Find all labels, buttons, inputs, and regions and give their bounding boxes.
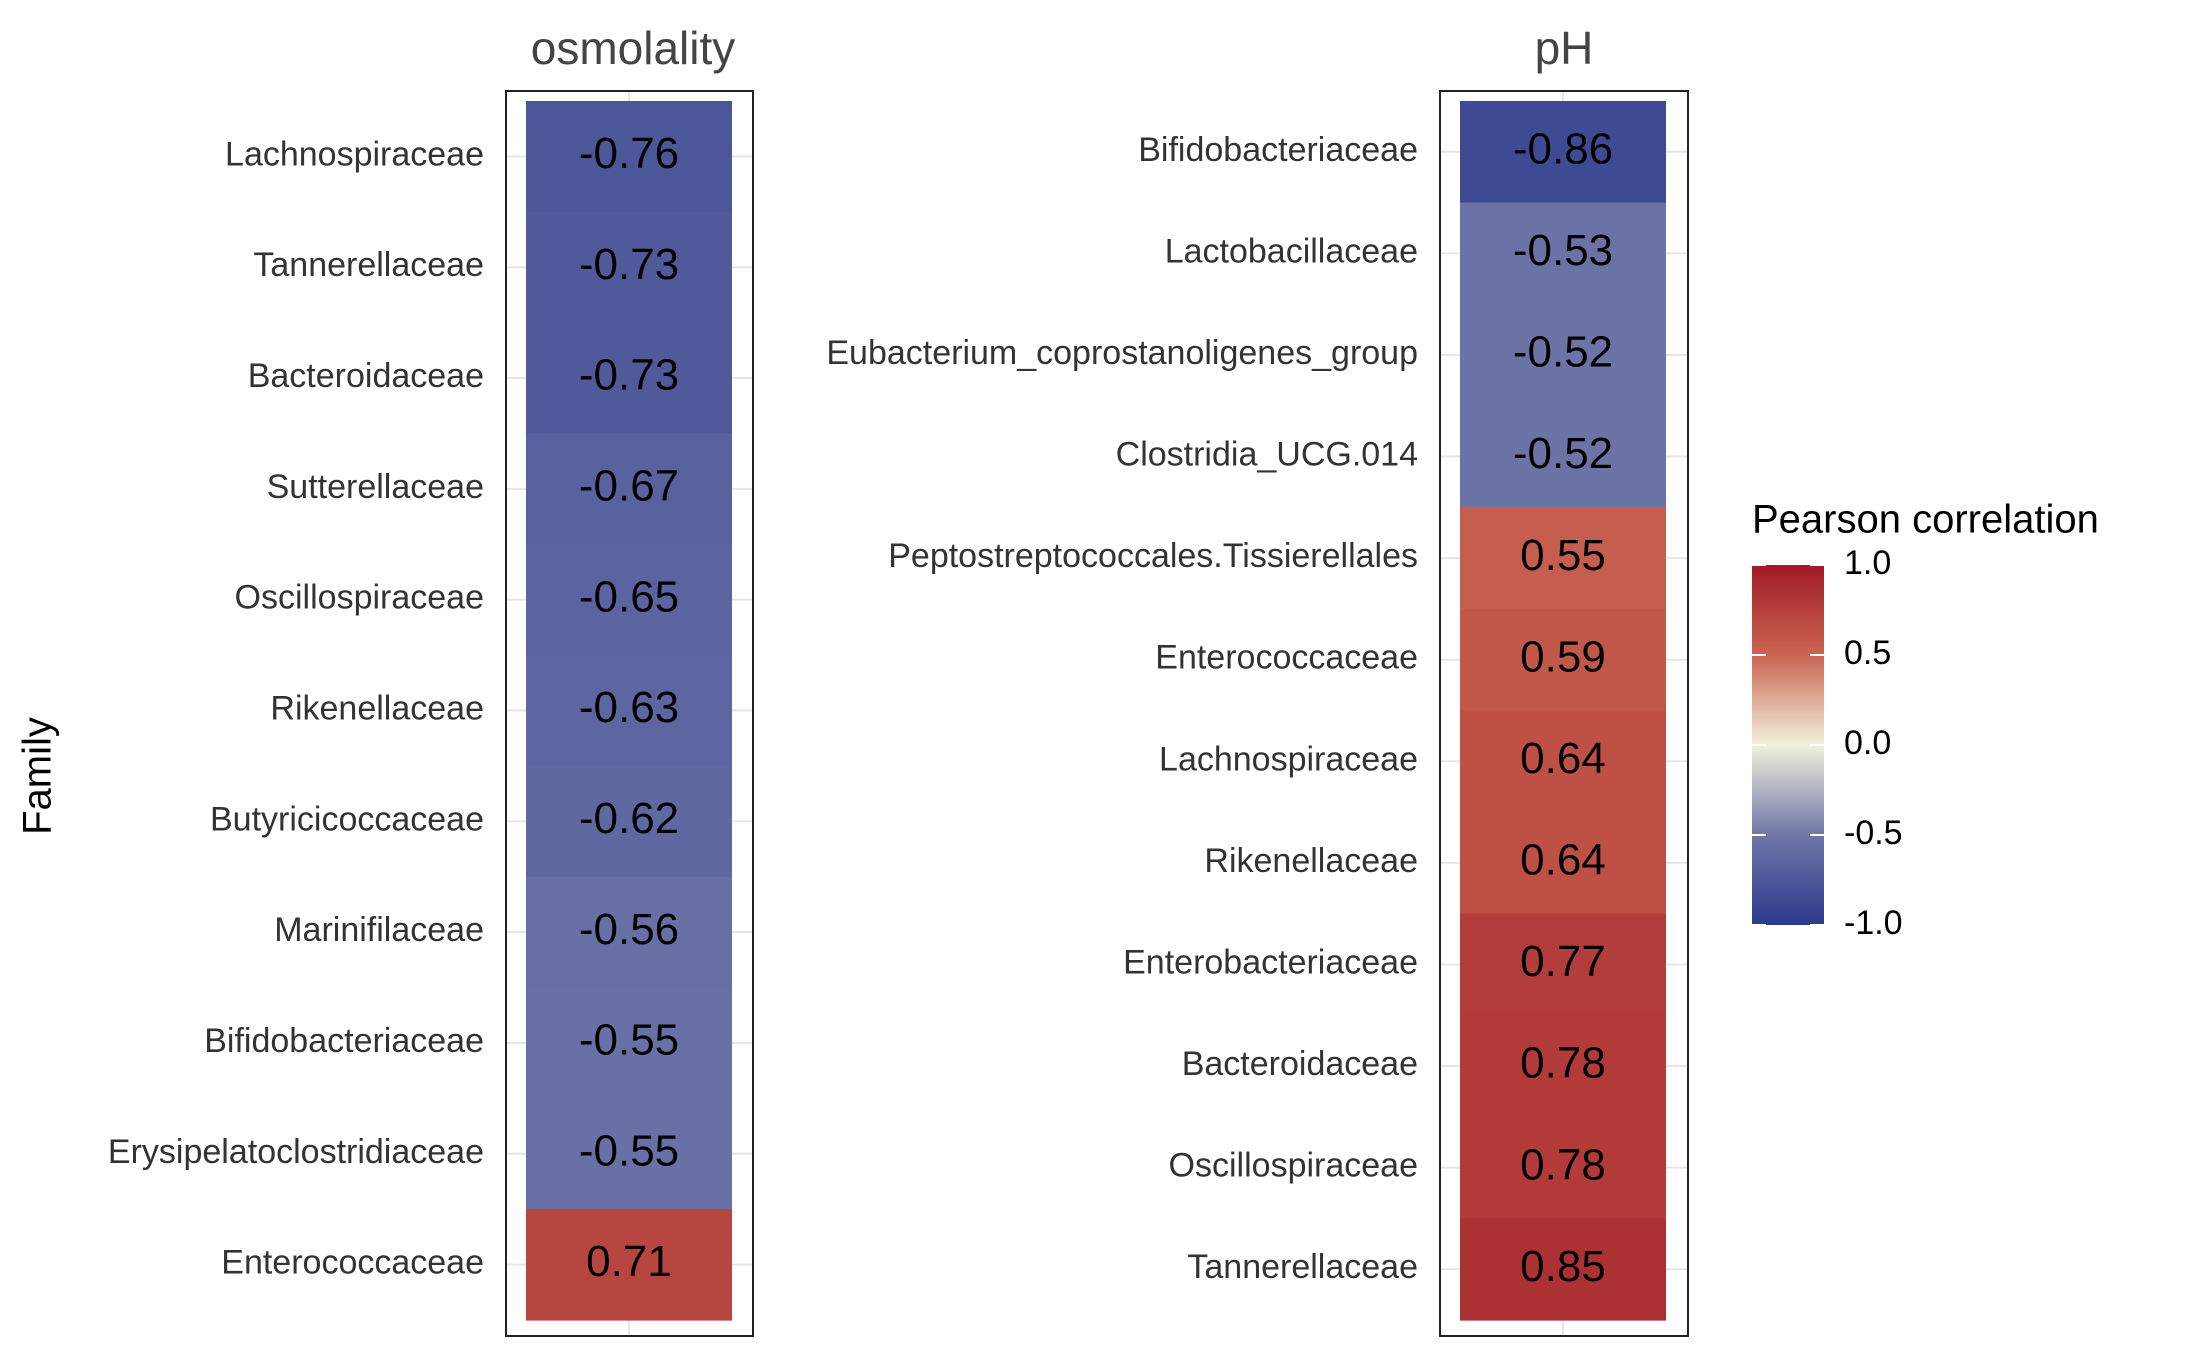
y-tick-label: Sutterellaceae: [267, 468, 484, 506]
y-tick-label: Enterococcaceae: [1155, 639, 1418, 677]
y-tick-label: Bacteroidaceae: [248, 357, 484, 395]
cell-value-label: -0.62: [579, 794, 679, 843]
legend-tick-label: 0.5: [1844, 634, 1891, 672]
y-tick-label: Rikenellaceae: [270, 689, 484, 727]
cell-value-label: 0.78: [1520, 1039, 1606, 1088]
heatmap-cell: [1460, 608, 1666, 712]
cell-value-label: -0.67: [579, 461, 679, 510]
y-tick-label: Peptostreptococcales.Tissierellales: [888, 537, 1418, 575]
y-tick-label: Oscillospiraceae: [235, 579, 484, 617]
y-tick-label: Enterobacteriaceae: [1123, 943, 1418, 981]
heatmap-cell: [526, 1209, 732, 1321]
heatmap-cell: [1460, 304, 1666, 407]
y-tick-label: Oscillospiraceae: [1169, 1147, 1418, 1185]
heatmap-cell: [526, 101, 732, 213]
panel-osmolality: osmolality Lachnospiraceae Tannerellaceae…: [108, 22, 754, 1337]
cell-value-label: -0.65: [579, 572, 679, 621]
heatmap-cell: [1460, 710, 1666, 813]
cell-value-label: 0.59: [1520, 632, 1606, 681]
heatmap-cell: [1460, 812, 1666, 915]
panel-ph: pH Bifidobacteriaceae Lactobacillaceae Eub…: [826, 22, 1689, 1337]
heatmap-cell: [1460, 1218, 1666, 1321]
cell-value-label: -0.73: [579, 351, 679, 400]
cell-value-label: -0.52: [1513, 429, 1613, 478]
y-tick-label: Tannerellaceae: [253, 246, 484, 284]
y-tick-label: Lachnospiraceae: [1159, 740, 1418, 778]
heatmap-cell: [526, 876, 732, 989]
y-tick-label: Marinifilaceae: [274, 911, 484, 949]
cell-value-label: -0.55: [579, 1126, 679, 1175]
panel-title-ph: pH: [1535, 22, 1594, 74]
heatmap-cell: [1460, 913, 1666, 1016]
y-tick-label: Lachnospiraceae: [225, 135, 484, 173]
heatmap-cell: [1460, 202, 1666, 305]
cell-value-label: 0.64: [1520, 734, 1606, 783]
cell-value-label: -0.56: [579, 905, 679, 954]
heatmap-cell: [1460, 1116, 1666, 1220]
heatmap-cell: [1460, 405, 1666, 508]
cell-value-label: 0.55: [1520, 531, 1606, 580]
y-axis-title: Family: [16, 717, 60, 835]
y-tick-label: Bifidobacteriaceae: [1138, 131, 1418, 169]
heatmap-cell: [526, 765, 732, 878]
heatmap-cell: [526, 433, 732, 545]
cell-value-label: -0.73: [579, 240, 679, 289]
cell-value-label: -0.63: [579, 683, 679, 732]
cell-value-label: -0.76: [579, 129, 679, 178]
heatmap-cell: [526, 211, 732, 324]
panel-border-osmolality: [505, 90, 754, 1337]
heatmap-cell: [1460, 101, 1666, 204]
heatmap-cell: [526, 987, 732, 1099]
legend-tick-label: 1.0: [1844, 544, 1891, 582]
panel-title-osmolality: osmolality: [531, 22, 736, 74]
cell-value-label: -0.53: [1513, 226, 1613, 275]
heatmap-cell: [1460, 1015, 1666, 1118]
cell-value-label: 0.71: [586, 1237, 672, 1286]
panel-border-ph: [1439, 90, 1689, 1337]
y-tick-label: Erysipelatoclostridiaceae: [108, 1133, 484, 1171]
legend-tick-label: -1.0: [1844, 904, 1903, 942]
legend-tick-label: 0.0: [1844, 724, 1891, 762]
heatmap-cell: [526, 655, 732, 767]
legend: Pearson correlation 1.0 0.5 0.0 -0.5 -1.0: [1752, 498, 2099, 942]
y-tick-label: Rikenellaceae: [1204, 842, 1418, 880]
heatmap-cell: [526, 322, 732, 435]
y-tick-label: Bifidobacteriaceae: [204, 1022, 484, 1060]
y-tick-label: Enterococcaceae: [221, 1244, 484, 1282]
y-tick-label: Tannerellaceae: [1187, 1248, 1418, 1286]
y-tick-label: Bacteroidaceae: [1182, 1045, 1418, 1083]
y-tick-label: Eubacterium_coprostanoligenes_group: [826, 334, 1418, 372]
cell-value-label: 0.77: [1520, 937, 1606, 986]
cell-value-label: -0.55: [579, 1016, 679, 1065]
legend-tick-label: -0.5: [1844, 814, 1903, 852]
heatmap-cell: [1460, 507, 1666, 610]
cell-value-label: 0.64: [1520, 836, 1606, 885]
y-tick-label: Clostridia_UCG.014: [1116, 436, 1418, 474]
heatmap-cell: [526, 1098, 732, 1210]
y-tick-label: Lactobacillaceae: [1165, 232, 1418, 270]
cell-value-label: -0.52: [1513, 328, 1613, 377]
cell-value-label: 0.85: [1520, 1242, 1606, 1291]
cell-value-label: -0.86: [1513, 124, 1613, 173]
cell-value-label: 0.78: [1520, 1140, 1606, 1189]
y-tick-label: Butyricicoccaceae: [210, 800, 484, 838]
heatmap-cell: [526, 544, 732, 656]
legend-title: Pearson correlation: [1752, 498, 2099, 542]
